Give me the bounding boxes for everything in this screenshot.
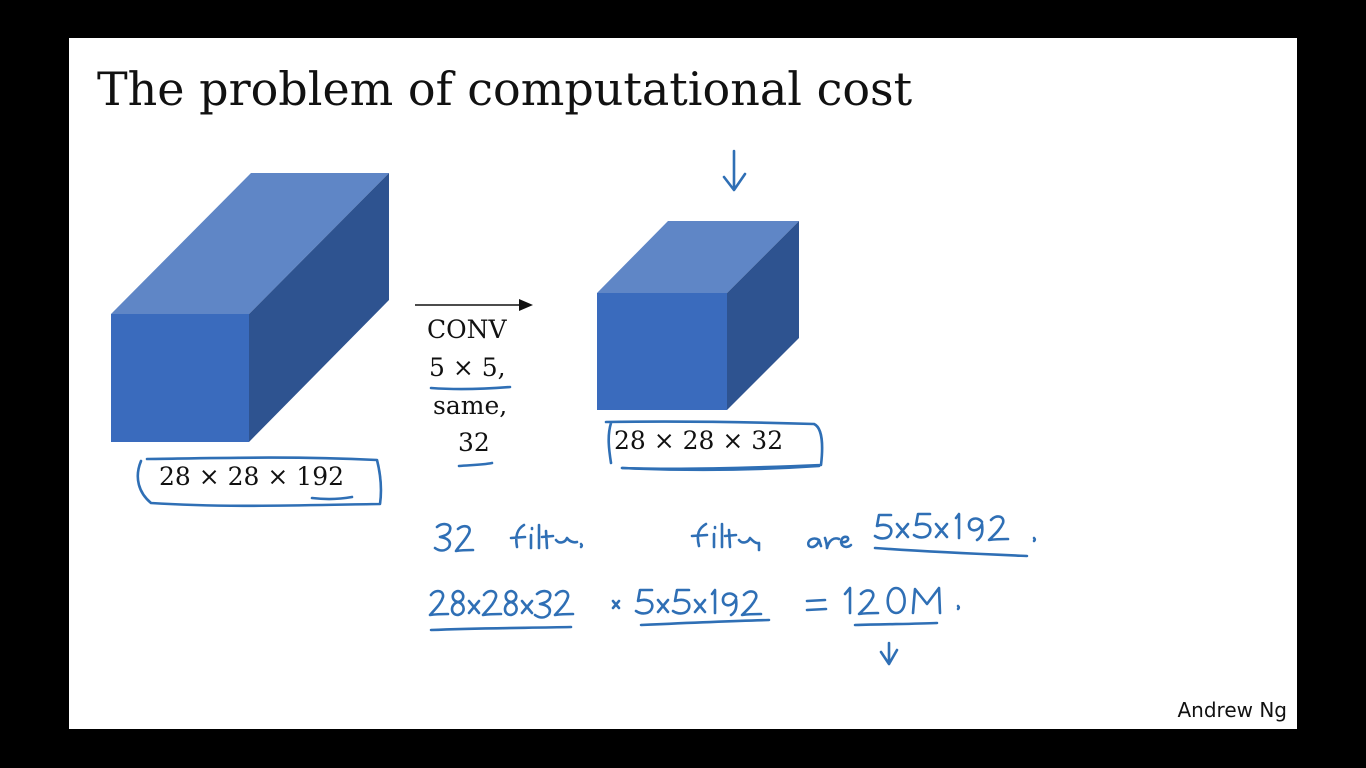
output-volume-dims: 28 × 28 × 32 — [614, 426, 784, 455]
filter-volume-underline — [639, 618, 771, 627]
handwritten-line-2 — [428, 586, 961, 666]
conv-filter-count: 32 — [458, 428, 490, 457]
conv-kernel-size: 5 × 5, — [429, 353, 506, 382]
input-volume-box — [111, 173, 389, 442]
author-credit: Andrew Ng — [1177, 698, 1287, 722]
result-down-arrow — [879, 641, 899, 666]
result-underline — [853, 621, 939, 627]
input-volume-top-face — [111, 173, 389, 314]
slide: The problem of computational cost CONV 5… — [69, 38, 1297, 729]
conv-padding: same, — [433, 391, 508, 420]
input-volume-front-face — [111, 314, 249, 442]
slide-title: The problem of computational cost — [97, 62, 913, 116]
conv-arrow — [415, 299, 533, 311]
output-volume-down-arrow — [722, 149, 747, 192]
output-volume-box — [597, 221, 799, 410]
output-volume-top-face — [597, 221, 799, 293]
output-volume-underline — [429, 625, 573, 632]
input-dims-underline — [310, 495, 354, 501]
filter-size-underline — [873, 546, 1029, 558]
output-volume-side-face — [727, 221, 799, 410]
conv-label: CONV — [427, 315, 507, 344]
filters-underline — [457, 461, 494, 468]
input-volume-side-face — [249, 173, 389, 442]
slide-drawing — [111, 149, 1037, 666]
handwritten-line-1 — [433, 512, 1037, 558]
input-dims-box — [136, 456, 383, 508]
input-volume-dims: 28 × 28 × 192 — [159, 462, 345, 491]
kernel-underline — [429, 385, 512, 391]
output-dims-underline — [620, 464, 821, 472]
output-volume-front-face — [597, 293, 727, 410]
